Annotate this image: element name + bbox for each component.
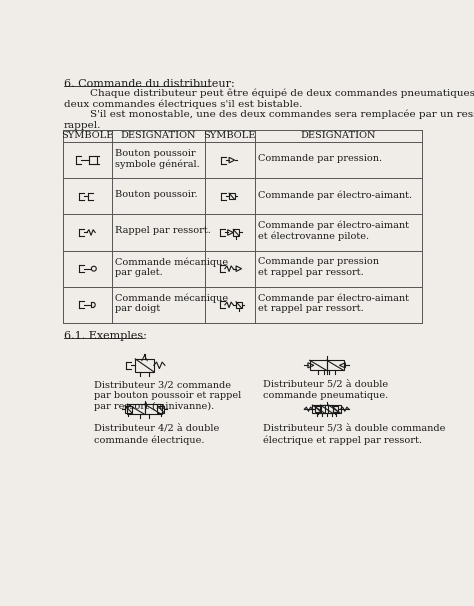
Text: SYMBOLE: SYMBOLE bbox=[203, 132, 256, 141]
Text: DESIGNATION: DESIGNATION bbox=[301, 132, 376, 141]
Text: 6. Commande du distributeur:: 6. Commande du distributeur: bbox=[64, 79, 235, 89]
Text: Bouton poussoir
symbole général.: Bouton poussoir symbole général. bbox=[115, 148, 200, 168]
Text: Distributeur 5/2 à double
commande pneumatique.: Distributeur 5/2 à double commande pneum… bbox=[263, 381, 388, 400]
Text: Commande par électro-aimant.: Commande par électro-aimant. bbox=[258, 190, 412, 199]
Text: Commande par pression.: Commande par pression. bbox=[258, 154, 382, 163]
Text: Distributeur 4/2 à double
commande électrique.: Distributeur 4/2 à double commande élect… bbox=[94, 425, 219, 445]
Text: Chaque distributeur peut être équipé de deux commandes pneumatiques, ou de
deux : Chaque distributeur peut être équipé de … bbox=[64, 89, 474, 110]
Text: Distributeur 5/3 à double commande
électrique et rappel par ressort.: Distributeur 5/3 à double commande élect… bbox=[263, 425, 446, 445]
Text: 6.1. Exemples:: 6.1. Exemples: bbox=[64, 331, 147, 341]
Text: Rappel par ressort.: Rappel par ressort. bbox=[115, 227, 211, 236]
Text: Commande mécanique
par galet.: Commande mécanique par galet. bbox=[115, 257, 228, 277]
Text: SYMBOLE: SYMBOLE bbox=[61, 132, 114, 141]
Text: Commande par électro-aimant
et rappel par ressort.: Commande par électro-aimant et rappel pa… bbox=[258, 293, 409, 313]
Text: Commande mécanique
par doigt: Commande mécanique par doigt bbox=[115, 293, 228, 313]
Text: Commande par électro-aimant
et électrovanne pilote.: Commande par électro-aimant et électrova… bbox=[258, 221, 409, 241]
Text: Distributeur 3/2 commande
par bouton poussoir et rappel
par ressort (minivanne).: Distributeur 3/2 commande par bouton pou… bbox=[94, 381, 241, 411]
Text: S'il est monostable, une des deux commandes sera remplacée par un ressort de
rap: S'il est monostable, une des deux comman… bbox=[64, 110, 474, 130]
Text: DESIGNATION: DESIGNATION bbox=[121, 132, 196, 141]
Text: Bouton poussoir.: Bouton poussoir. bbox=[115, 190, 198, 199]
Text: Commande par pression
et rappel par ressort.: Commande par pression et rappel par ress… bbox=[258, 258, 379, 277]
